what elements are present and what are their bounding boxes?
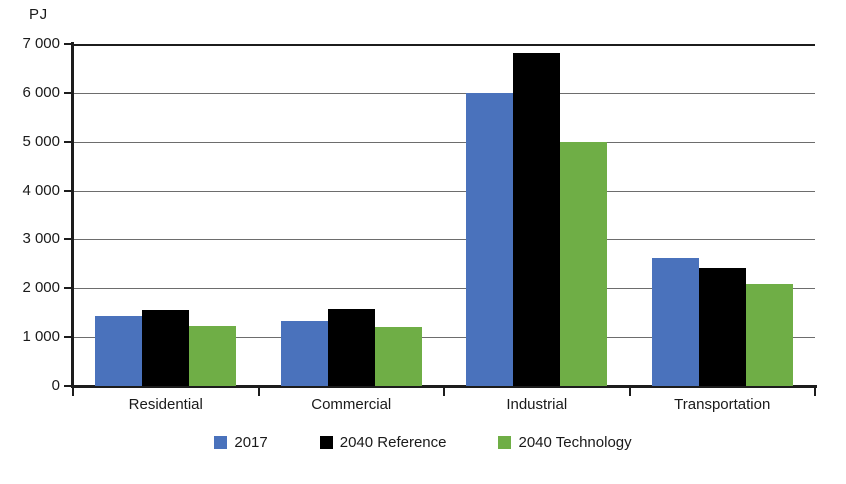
- y-axis-tick-mark: [64, 336, 73, 339]
- legend-label: 2040 Technology: [518, 434, 632, 451]
- plot-area: [73, 44, 815, 386]
- x-axis-category-label: Commercial: [311, 396, 392, 413]
- x-axis-tick-mark: [814, 388, 816, 396]
- gridline: [73, 288, 815, 290]
- x-axis-category-label: Residential: [128, 396, 203, 413]
- legend-label: 2040 Reference: [339, 434, 447, 451]
- x-axis-tick-mark: [72, 388, 74, 396]
- y-axis-tick-label: 6 000: [22, 83, 60, 101]
- y-axis-tick-mark: [64, 91, 73, 94]
- y-axis-tick-label: 3 000: [22, 230, 60, 248]
- legend-swatch-icon: [214, 436, 228, 449]
- x-axis-tick-mark: [443, 388, 445, 396]
- x-axis-category-label: Industrial: [506, 396, 568, 413]
- bars-layer: [73, 44, 815, 386]
- x-axis-line: [71, 385, 817, 388]
- x-axis-tick-mark: [257, 388, 260, 396]
- y-axis-tick-mark: [64, 140, 73, 143]
- y-axis-tick-label: 2 000: [22, 279, 60, 297]
- x-axis-category-label: Transportation: [674, 396, 771, 413]
- y-axis-tick-label: 7 000: [22, 35, 60, 52]
- y-axis-unit-label: PJ: [29, 6, 48, 23]
- y-axis-tick-mark: [64, 189, 73, 192]
- gridline: [73, 239, 815, 241]
- y-axis-tick-label: 1 000: [22, 328, 60, 346]
- y-axis-tick-mark: [64, 287, 73, 290]
- legend-item[interactable]: 2017: [214, 434, 268, 451]
- bar: [698, 267, 746, 386]
- y-axis-tick-mark: [64, 238, 73, 241]
- gridline: [73, 190, 815, 192]
- bar: [560, 141, 608, 386]
- legend-swatch-icon: [319, 436, 333, 449]
- bar: [513, 52, 561, 386]
- y-axis-line: [71, 42, 74, 388]
- gridline: [73, 141, 815, 143]
- y-axis-tick-mark: [64, 43, 73, 45]
- y-axis-tick-label: 0: [51, 377, 60, 394]
- legend-item[interactable]: 2040 Technology: [498, 434, 632, 451]
- bar: [466, 92, 514, 386]
- bar: [189, 325, 237, 386]
- bar-group: [466, 44, 608, 386]
- bar-group: [95, 44, 237, 386]
- y-axis-tick-label: 5 000: [22, 132, 60, 150]
- legend-item[interactable]: 2040 Reference: [319, 434, 447, 451]
- plot-top-border: [73, 44, 815, 46]
- bar-group: [280, 44, 422, 386]
- bar: [651, 258, 699, 386]
- bar: [142, 310, 190, 386]
- y-axis-tick-label: 4 000: [22, 181, 60, 199]
- legend-label: 2017: [234, 434, 268, 451]
- bar: [95, 316, 143, 386]
- bar: [280, 320, 328, 386]
- bar: [374, 326, 422, 386]
- bar-group: [651, 44, 793, 386]
- gridline: [73, 337, 815, 339]
- gridline: [73, 92, 815, 94]
- bar: [327, 309, 375, 386]
- legend: 2017 2040 Reference 2040 Technology: [0, 434, 846, 451]
- y-axis-tick-mark: [64, 385, 73, 387]
- bar: [745, 284, 793, 386]
- x-axis-tick-mark: [628, 388, 631, 396]
- legend-swatch-icon: [498, 436, 512, 449]
